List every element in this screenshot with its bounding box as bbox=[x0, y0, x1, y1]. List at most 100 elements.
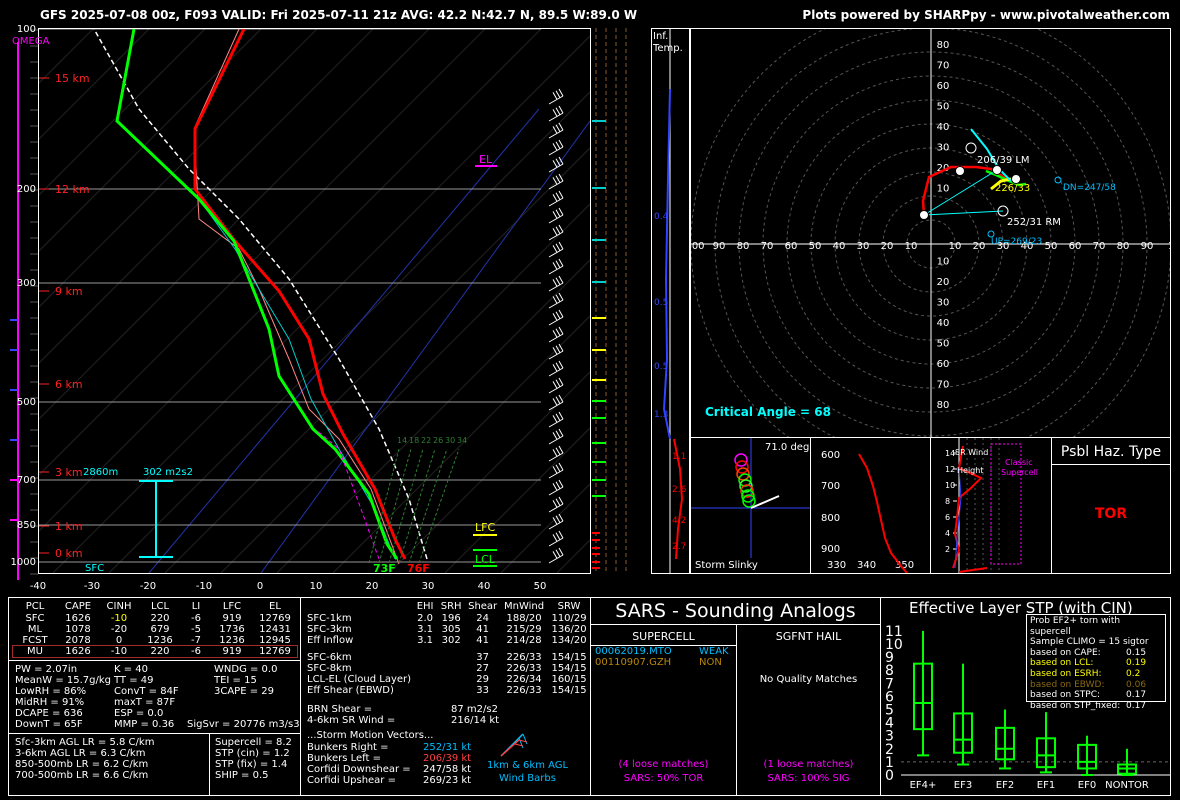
slinky-circle bbox=[734, 453, 748, 467]
index: LowRH = 86% bbox=[15, 686, 87, 697]
barb-flag bbox=[552, 313, 558, 321]
slinky-motion bbox=[750, 495, 780, 509]
cell: FCST bbox=[22, 635, 48, 646]
theta-x-label: 340 bbox=[857, 560, 876, 571]
wind-barb bbox=[548, 292, 564, 309]
barb-flag bbox=[552, 534, 558, 542]
height-label: 6 km bbox=[55, 378, 83, 391]
cell: LCL-EL (Cloud Layer) bbox=[307, 674, 412, 685]
wind-barb bbox=[548, 258, 564, 275]
kin-row: Eff Inflow 3.1 302 41 214/28 134/20 bbox=[305, 635, 590, 646]
corfidi-down-label: Corfidi Downshear = bbox=[307, 764, 411, 775]
barb-flag bbox=[555, 413, 561, 421]
kinematics-table: EHI SRH Shear MnWind SRW SFC-1km 2.0 196 24… bbox=[305, 601, 590, 696]
skewt-panel: 14 18 22 26 30 34 EL LFC LCL 2860m 302 m2s2 SFC 73F 7… bbox=[38, 28, 591, 574]
barb-flag bbox=[555, 549, 561, 557]
temp-tick: 10 bbox=[310, 581, 323, 592]
composite: Supercell = 8.2 bbox=[215, 737, 292, 748]
pressure-label: 100 bbox=[17, 24, 36, 35]
cell: ML bbox=[27, 624, 43, 635]
isotherm bbox=[39, 29, 374, 364]
temp-tick: 50 bbox=[534, 581, 547, 592]
wind-barb bbox=[548, 513, 564, 530]
barb-flag bbox=[555, 243, 561, 251]
prob-row: based on ESRH: 0.2 bbox=[1030, 669, 1162, 680]
barb-flag bbox=[552, 211, 558, 219]
lapse-rate: Sfc-3km AGL LR = 5.8 C/km bbox=[15, 737, 155, 748]
hodograph-plot: 100 90 80 70 60 50 40 30 20 10 10 20 30 40 50 60 70 80 90 1… bbox=[691, 29, 1170, 437]
slinky-circle bbox=[742, 494, 756, 508]
mixing-ratio-label: 34 bbox=[457, 436, 467, 445]
mixing-ratio-line bbox=[418, 448, 460, 564]
cell: 27 bbox=[476, 663, 489, 674]
barb-flag bbox=[558, 258, 564, 267]
temp-tick: -10 bbox=[196, 581, 212, 592]
sars-match-1[interactable]: 00062019.MTO bbox=[595, 646, 672, 657]
inferred-temp-title2: Temp. bbox=[653, 43, 683, 54]
cell: 0 bbox=[115, 635, 123, 646]
cell: 134/20 bbox=[551, 635, 587, 646]
barb-shaft bbox=[548, 95, 564, 105]
barb-flag bbox=[555, 464, 561, 472]
barb-flag bbox=[555, 209, 561, 217]
cell: 226/33 bbox=[506, 663, 542, 674]
sars-match-2[interactable]: 00110907.GZH bbox=[595, 657, 672, 668]
barb-shaft bbox=[548, 401, 564, 411]
divider bbox=[591, 645, 736, 646]
hazard-title: Psbl Haz. Type bbox=[1060, 444, 1162, 460]
parcel-col-header: CAPE bbox=[64, 601, 92, 612]
hazard-value: TOR bbox=[1094, 506, 1128, 522]
hodo-height-marker bbox=[1011, 174, 1021, 184]
prob-row: based on LCL: 0.19 bbox=[1030, 658, 1162, 669]
parcel-trace bbox=[93, 29, 428, 560]
isotherm bbox=[500, 483, 590, 573]
cell: SFC-3km bbox=[307, 624, 352, 635]
wind-barb bbox=[548, 139, 564, 156]
srw-classic-box bbox=[990, 443, 1022, 565]
inf-blue-value: 0.4 bbox=[654, 212, 669, 222]
srw-y-label: 8 bbox=[945, 497, 950, 506]
sars-title: SARS - Sounding Analogs bbox=[615, 600, 856, 622]
prob-label: based on LCL: bbox=[1030, 658, 1094, 669]
index: ESP = 0.0 bbox=[114, 708, 164, 719]
wind-barb bbox=[548, 411, 564, 428]
hodo-trace-upper bbox=[990, 177, 1012, 191]
cell: 305 bbox=[441, 624, 461, 635]
inferred-temp-panel: Inf. Temp. 0.4 0.5 0.5 1.3 1.1 2.6 4.2 2.7 bbox=[651, 28, 690, 574]
barb-flag bbox=[552, 262, 558, 270]
sfc-label: SFC bbox=[85, 563, 104, 573]
cell: 33 bbox=[476, 685, 489, 696]
srw-y-label: 4 bbox=[945, 529, 950, 538]
wind-barb bbox=[548, 309, 564, 326]
barb-flag bbox=[552, 381, 558, 389]
cell bbox=[437, 685, 465, 696]
barb-flag bbox=[552, 466, 558, 474]
barb-flag bbox=[552, 500, 558, 508]
isotherm bbox=[444, 427, 590, 573]
cell: 220 bbox=[150, 646, 170, 657]
sr-wind-46-value: 216/14 kt bbox=[451, 715, 500, 726]
barb-flag bbox=[555, 498, 561, 506]
index: DownT = 65F bbox=[15, 719, 83, 730]
cell bbox=[413, 685, 437, 696]
stp-y-label: 0 bbox=[885, 768, 894, 784]
hazard-divider bbox=[1052, 464, 1170, 465]
hodo-y-label: 20 bbox=[937, 277, 950, 288]
slinky-circle bbox=[740, 484, 754, 498]
hodo-x-label: 40 bbox=[1021, 241, 1034, 252]
theta-x-label: 350 bbox=[895, 560, 914, 571]
omega-label: OMEGA bbox=[12, 36, 50, 47]
critical-angle: Critical Angle = 68 bbox=[705, 405, 831, 419]
hodo-mean-label: 226/33 bbox=[995, 183, 1030, 194]
barb-shaft bbox=[548, 163, 564, 173]
hodo-lm-label: 206/39 LM bbox=[977, 155, 1030, 166]
temp-tick: 20 bbox=[366, 581, 379, 592]
hodo-x-label: 60 bbox=[785, 241, 798, 252]
cell: 1078 bbox=[65, 624, 91, 635]
cell: MU bbox=[27, 646, 43, 657]
storm-motion-title: ...Storm Motion Vectors... bbox=[307, 730, 434, 741]
hodo-y-label: 80 bbox=[937, 40, 950, 51]
srw-y-label: 6 bbox=[945, 513, 950, 522]
cell: SFC bbox=[25, 613, 45, 624]
